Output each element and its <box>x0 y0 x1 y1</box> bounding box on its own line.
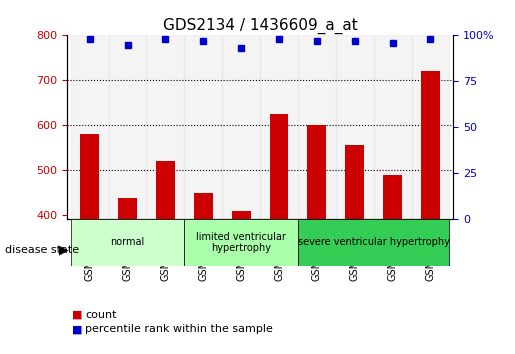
Bar <box>411 35 450 219</box>
Bar <box>194 193 213 219</box>
Text: limited ventricular
hypertrophy: limited ventricular hypertrophy <box>196 232 286 253</box>
Text: ▶: ▶ <box>59 243 69 256</box>
Bar <box>269 114 288 219</box>
Bar <box>298 35 336 219</box>
Bar <box>374 35 411 219</box>
Text: severe ventricular hypertrophy: severe ventricular hypertrophy <box>298 238 450 247</box>
Bar <box>307 125 327 219</box>
FancyBboxPatch shape <box>184 219 298 266</box>
Bar <box>156 161 175 219</box>
Bar <box>260 35 298 219</box>
Text: disease state: disease state <box>5 245 79 255</box>
Text: ■: ■ <box>72 324 82 334</box>
Bar <box>232 211 251 219</box>
Text: count: count <box>85 310 116 320</box>
Title: GDS2134 / 1436609_a_at: GDS2134 / 1436609_a_at <box>163 18 357 34</box>
Bar <box>222 35 260 219</box>
Bar <box>146 35 184 219</box>
Bar <box>345 145 364 219</box>
Text: percentile rank within the sample: percentile rank within the sample <box>85 324 273 334</box>
Bar <box>118 198 137 219</box>
FancyBboxPatch shape <box>298 219 450 266</box>
Text: normal: normal <box>110 238 145 247</box>
Bar <box>383 175 402 219</box>
FancyBboxPatch shape <box>71 219 184 266</box>
Text: ■: ■ <box>72 310 82 320</box>
Bar <box>71 35 109 219</box>
Bar <box>184 35 222 219</box>
Bar <box>80 134 99 219</box>
Bar <box>421 71 440 219</box>
Bar <box>336 35 374 219</box>
Bar <box>109 35 146 219</box>
